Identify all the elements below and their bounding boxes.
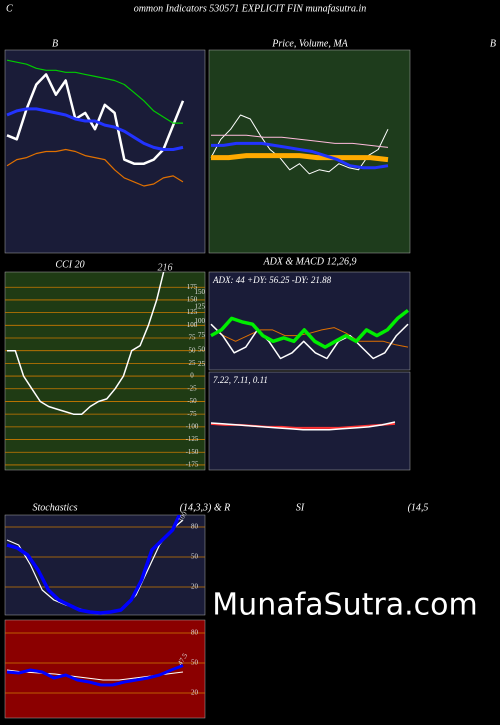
series-line — [6, 107, 184, 151]
y-tick-label: 80 — [191, 629, 199, 637]
y-tick-label: -100 — [186, 422, 199, 430]
series-line — [6, 148, 184, 187]
panel-annotation: ADX: 44 +DY: 56.25 -DY: 21.88 — [212, 275, 332, 285]
series-line — [7, 272, 165, 415]
series-line — [211, 141, 389, 170]
panel-annotation: 7.22, 7.11, 0.11 — [213, 375, 268, 385]
panel — [4, 271, 206, 471]
series-group — [6, 664, 184, 687]
y-tick-label: 75 — [189, 334, 197, 342]
watermark: MunafaSutra.com — [212, 588, 477, 623]
series-line — [211, 153, 389, 163]
y-tick-label: 20 — [191, 689, 199, 697]
y-tick-label: 50 — [191, 553, 199, 561]
panel-subtitle: (14,3,3) & R — [180, 502, 231, 513]
y-tick-label: 80 — [191, 523, 199, 531]
series-line — [6, 515, 182, 615]
series-group — [210, 114, 389, 175]
series-line — [210, 323, 409, 360]
y-tick-label: 125 — [187, 308, 198, 316]
panel-title: CCI 20 — [55, 259, 84, 270]
series-line — [211, 134, 389, 148]
y-tick-label: -25 — [187, 384, 197, 392]
series-line — [6, 73, 185, 165]
y-tick-label: 0 — [190, 372, 194, 380]
panel-title: Stochastics — [33, 502, 78, 513]
series-line — [210, 309, 410, 349]
y-tick-label: 20 — [191, 583, 199, 591]
panel-title: ADX & MACD 12,26,9 — [262, 256, 356, 267]
y-tick-label: -125 — [186, 435, 199, 443]
y-tick-label: 150 — [195, 288, 206, 296]
y-tick-label: -50 — [187, 397, 197, 405]
y-tick-label: 50 — [198, 346, 206, 354]
header-right: B — [490, 38, 496, 49]
panel-title: B — [52, 38, 58, 49]
series-line — [6, 59, 183, 124]
y-tick-label: 125 — [195, 303, 206, 311]
header-title: ommon Indicators 530571 EXPLICIT FIN mun… — [134, 3, 367, 14]
header-left: C — [6, 3, 13, 14]
y-tick-label: 50 — [189, 346, 197, 354]
y-tick-label: 75 — [198, 331, 206, 339]
panel — [208, 371, 411, 471]
y-tick-label: -150 — [186, 448, 199, 456]
y-tick-label: 175 — [187, 283, 198, 291]
series-line — [6, 664, 184, 687]
panel — [4, 49, 206, 254]
series-line — [210, 114, 389, 175]
series-group — [6, 59, 185, 187]
y-tick-label: 25 — [198, 360, 206, 368]
series-group — [7, 272, 165, 415]
series-group — [210, 421, 396, 431]
y-tick-label: -175 — [186, 461, 199, 469]
data-label: 216 — [158, 262, 173, 273]
panel-title: Price, Volume, MA — [271, 38, 348, 49]
y-tick-label: -75 — [187, 410, 197, 418]
y-tick-label: 100 — [195, 317, 206, 325]
y-tick-label: 100 — [187, 321, 198, 329]
series-line — [210, 421, 396, 431]
rsi-title: SI — [296, 502, 305, 513]
series-group — [210, 309, 410, 360]
y-tick-label: 25 — [189, 359, 197, 367]
rsi-params: (14,5 — [408, 502, 429, 513]
y-tick-label: 150 — [187, 296, 198, 304]
y-tick-label: 50 — [191, 659, 199, 667]
series-group — [6, 515, 184, 615]
